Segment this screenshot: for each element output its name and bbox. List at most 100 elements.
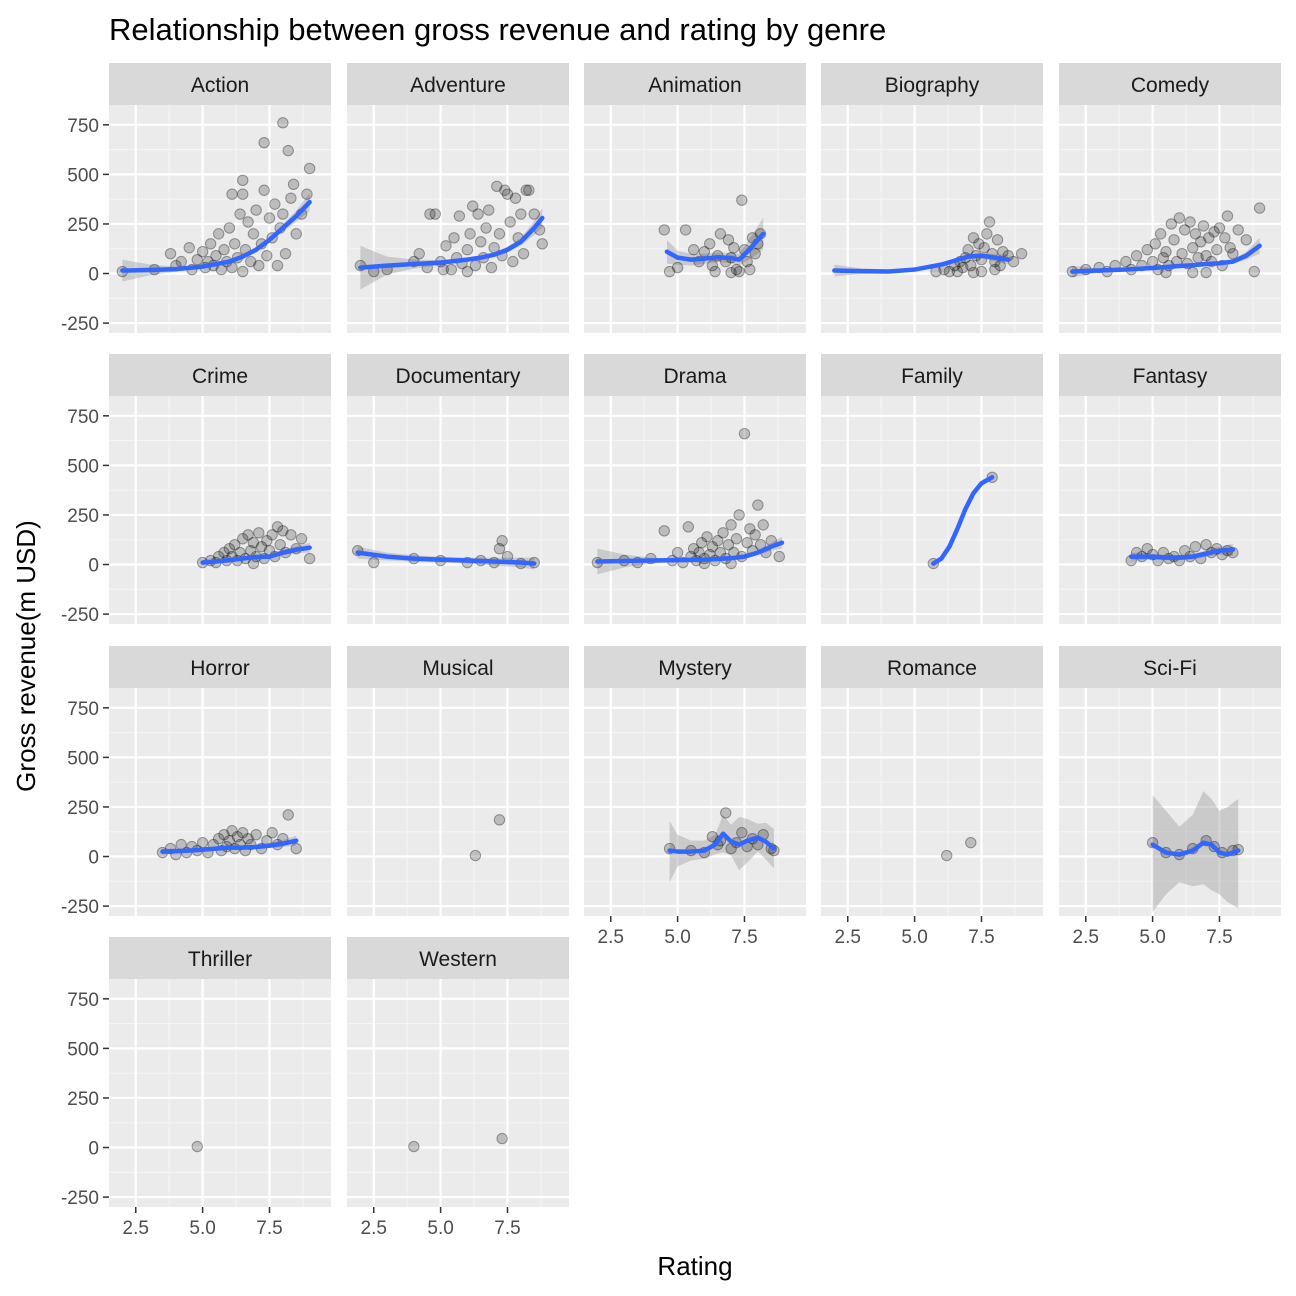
data-point (461, 244, 474, 256)
panel-background (1059, 396, 1281, 624)
y-tick-label: -250 (61, 897, 99, 918)
facet-strip (1059, 354, 1281, 396)
data-point (1200, 266, 1212, 279)
data-point (1189, 228, 1202, 240)
data-point (967, 232, 980, 244)
data-point (266, 827, 278, 839)
data-point (978, 242, 990, 254)
data-point (991, 234, 1004, 246)
facet-strip-label: Drama (663, 365, 726, 388)
data-point (744, 263, 756, 276)
data-point (212, 228, 225, 240)
facet-strip (821, 354, 1043, 396)
y-axis-title: Gross revenue(m USD) (11, 520, 41, 792)
y-tick-label: -250 (61, 1188, 99, 1209)
facet-comedy: Comedy (1059, 63, 1281, 333)
data-point (989, 263, 1001, 276)
confidence-ribbon (360, 208, 543, 290)
data-point (671, 546, 684, 559)
data-point (757, 519, 769, 531)
data-point (253, 259, 265, 272)
data-point (736, 194, 748, 206)
data-point (951, 265, 964, 278)
data-point (1197, 220, 1210, 232)
data-point (247, 537, 260, 549)
data-point (725, 519, 737, 531)
data-point (687, 542, 700, 555)
x-tick-label: 2.5 (1073, 927, 1099, 948)
panel-background (347, 105, 569, 333)
y-tick-label: -250 (61, 314, 99, 335)
data-point (536, 238, 548, 250)
data-point (504, 216, 516, 228)
data-point (687, 244, 700, 256)
data-point (523, 184, 535, 196)
data-point (480, 222, 492, 234)
facet-western: Western 2.5 5.0 7.5 (347, 937, 569, 1239)
data-point (493, 814, 506, 826)
x-tick-label: 5.0 (1139, 927, 1165, 948)
smooth-trend-line (667, 831, 777, 854)
facet-strip-label: Comedy (1131, 74, 1210, 97)
data-point (730, 263, 743, 276)
y-tick-label: 250 (67, 798, 99, 819)
data-point (957, 261, 969, 274)
data-point (1227, 247, 1239, 260)
data-point (483, 204, 495, 216)
data-point (475, 236, 487, 248)
facet-horror: Horror -250 0 250 500 750 (61, 646, 331, 918)
data-point (210, 249, 222, 262)
confidence-ribbon (669, 814, 774, 883)
data-point (741, 537, 753, 549)
data-point (258, 136, 270, 149)
data-point (1224, 242, 1236, 254)
data-point (461, 265, 474, 278)
data-point (229, 238, 241, 250)
data-point (269, 198, 281, 210)
y-tick-label: 500 (67, 1039, 99, 1060)
facet-animation: Animation (584, 63, 806, 333)
data-point (517, 247, 530, 260)
x-axis-title: Rating (657, 1251, 732, 1281)
data-point (368, 556, 380, 569)
data-point (226, 825, 238, 837)
panel-background (821, 396, 1043, 624)
data-point (250, 829, 262, 841)
chart-title: Relationship between gross revenue and r… (109, 12, 886, 47)
data-point (290, 228, 302, 240)
data-point (1154, 228, 1167, 240)
facet-sci-fi: Sci-Fi 2.5 5.0 7.5 (1059, 646, 1281, 948)
data-point (485, 261, 498, 274)
facet-strip (347, 937, 569, 979)
facet-action: Action -250 0 250 500 750 (61, 63, 331, 335)
data-point (469, 849, 482, 862)
data-point (242, 529, 254, 541)
data-point (274, 538, 286, 551)
confidence-ribbon (666, 218, 764, 266)
data-point (253, 527, 265, 539)
data-point (663, 265, 676, 278)
data-point (277, 117, 289, 129)
data-point (218, 244, 230, 256)
panel-background (584, 105, 806, 333)
data-point (749, 529, 761, 541)
data-point (658, 224, 670, 236)
smooth-trend-line (120, 199, 312, 273)
facet-strip (584, 63, 806, 105)
facet-strip-label: Romance (887, 657, 977, 680)
data-point (967, 266, 980, 279)
data-point (496, 1132, 508, 1145)
data-point (1157, 251, 1170, 264)
facet-musical: Musical (347, 646, 569, 916)
data-point (658, 525, 670, 537)
data-point (752, 499, 764, 511)
data-point (736, 827, 748, 839)
data-point (223, 542, 236, 555)
data-point (1141, 542, 1153, 555)
smooth-trend-line (1150, 840, 1241, 857)
x-tick-label: 5.0 (901, 927, 927, 948)
data-point (706, 540, 719, 553)
facet-strip-label: Musical (422, 657, 493, 680)
data-point (218, 829, 230, 841)
data-point (247, 228, 260, 240)
